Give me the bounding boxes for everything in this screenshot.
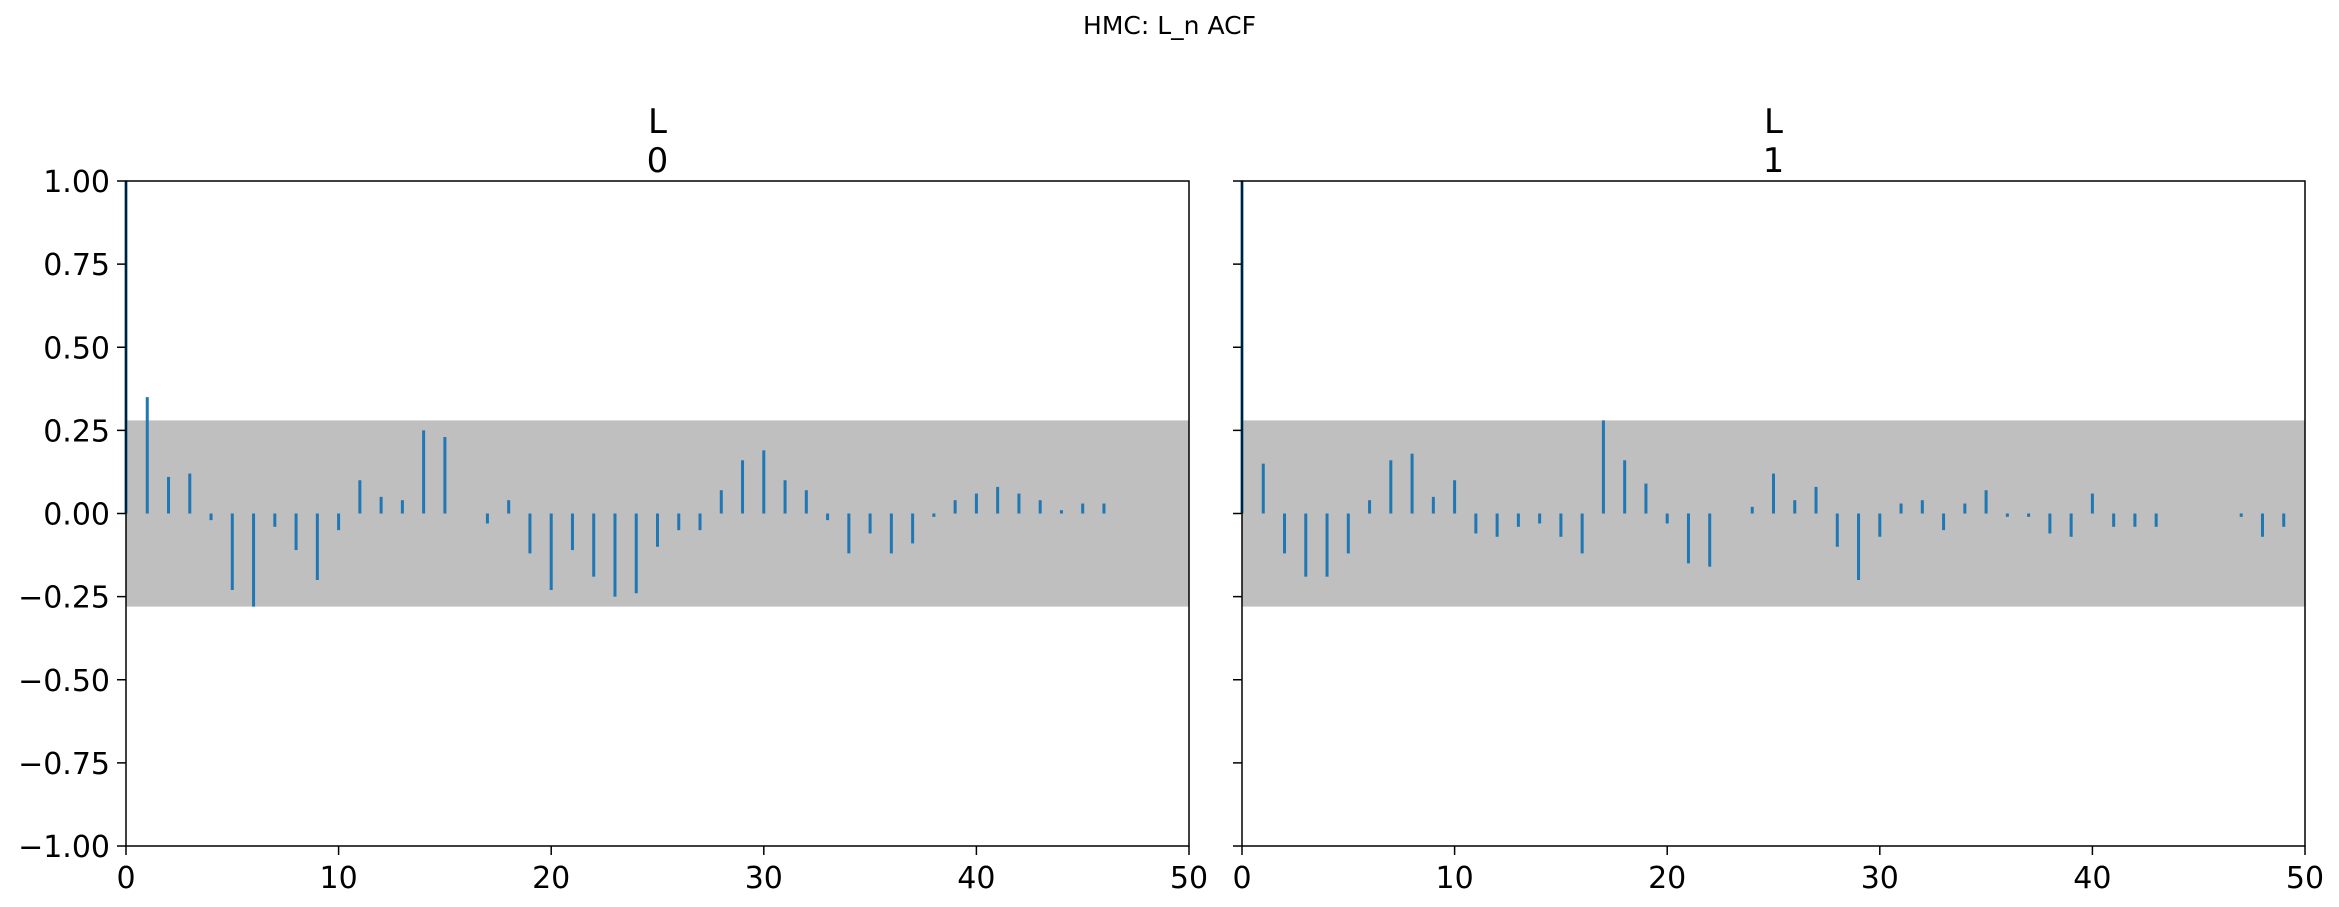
- y-tick-label: 0.75: [43, 248, 110, 283]
- x-tick-label: 0: [116, 861, 135, 896]
- y-tick-label: 0.00: [43, 498, 110, 533]
- x-tick-label: 20: [1648, 861, 1686, 896]
- acf-panel-0: 0 10 20 30 40 50 −1.00 −0.75 −0.50 −0.25 0.00 0.25 0…: [18, 102, 1208, 896]
- x-tick-label: 50: [2286, 861, 2324, 896]
- figure-suptitle: HMC: L_n ACF: [1083, 11, 1256, 40]
- x-tick-label: 10: [320, 861, 358, 896]
- y-tick-label: 1.00: [43, 165, 110, 200]
- x-tick-label: 10: [1436, 861, 1474, 896]
- x-tick-label: 40: [2073, 861, 2111, 896]
- panel-title-line: L: [1764, 102, 1783, 142]
- panel-title-line: 1: [1763, 141, 1785, 181]
- x-tick-label: 30: [1861, 861, 1899, 896]
- panel-title-line: 0: [647, 141, 669, 181]
- acf-panel-1: 0 10 20 30 40 50 L1: [1232, 102, 2324, 896]
- y-tick-label: 0.25: [43, 414, 110, 449]
- y-tick-label: −0.50: [18, 664, 110, 699]
- x-tick-label: 40: [957, 861, 995, 896]
- x-tick-label: 30: [745, 861, 783, 896]
- y-tick-label: −0.25: [18, 581, 110, 616]
- x-tick-label: 20: [532, 861, 570, 896]
- x-tick-label: 0: [1232, 861, 1251, 896]
- y-tick-label: −1.00: [18, 830, 110, 865]
- y-tick-label: 0.50: [43, 331, 110, 366]
- panel-title-line: L: [648, 102, 667, 142]
- x-tick-label: 50: [1170, 861, 1208, 896]
- y-tick-label: −0.75: [18, 747, 110, 782]
